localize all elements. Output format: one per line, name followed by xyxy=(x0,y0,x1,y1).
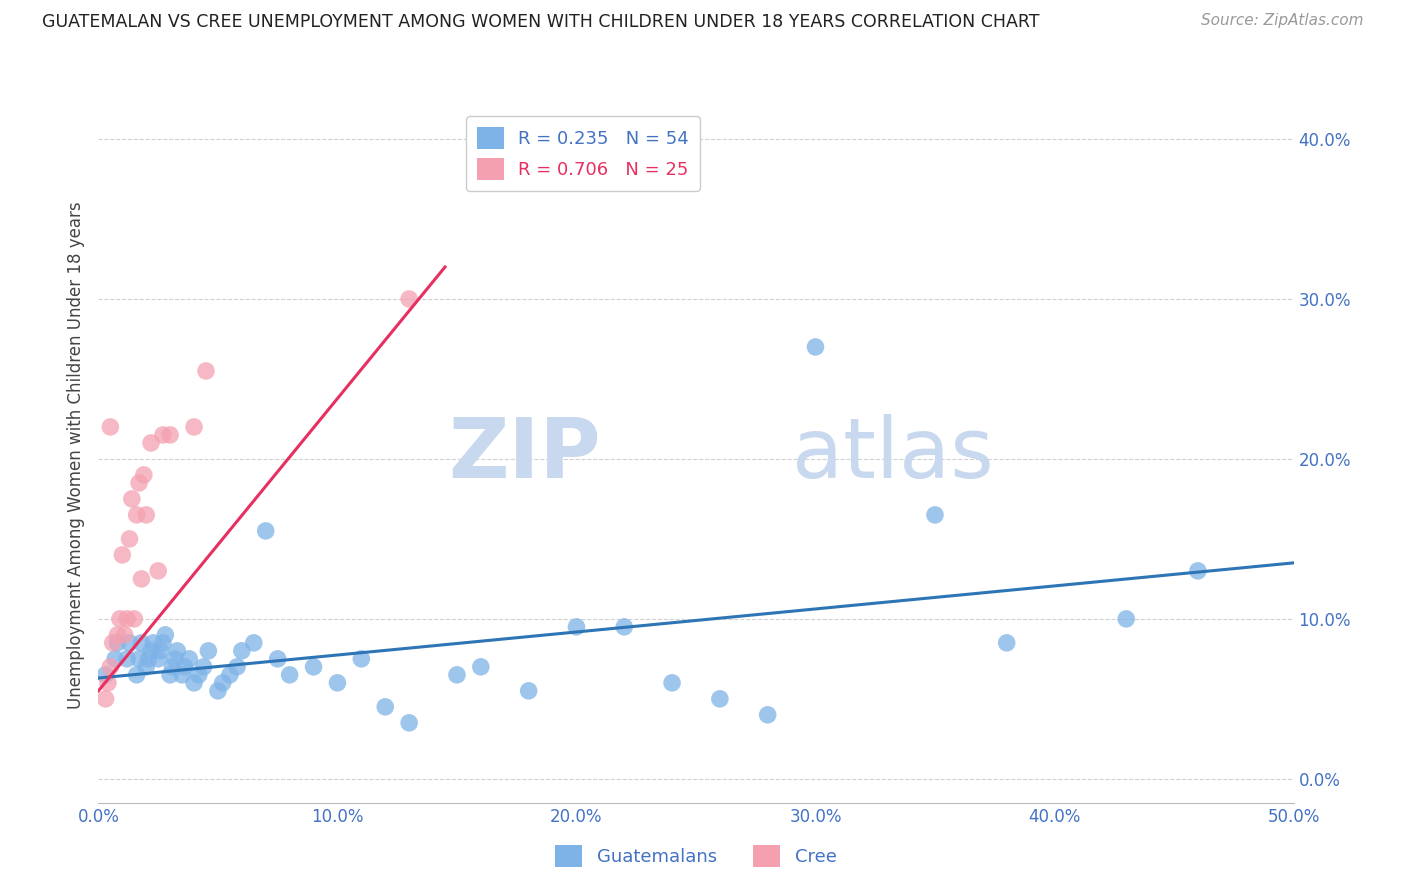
Point xyxy=(135,508,157,522)
Point xyxy=(756,707,779,722)
Point xyxy=(159,668,181,682)
Point xyxy=(101,636,124,650)
Point xyxy=(149,644,172,658)
Legend: Guatemalans, Cree: Guatemalans, Cree xyxy=(548,838,844,874)
Text: ZIP: ZIP xyxy=(449,415,600,495)
Point xyxy=(132,467,155,482)
Point xyxy=(350,652,373,666)
Point xyxy=(152,636,174,650)
Point xyxy=(111,548,134,562)
Point xyxy=(661,676,683,690)
Point xyxy=(302,660,325,674)
Point xyxy=(115,612,138,626)
Point xyxy=(166,644,188,658)
Point xyxy=(139,644,162,658)
Point xyxy=(131,636,153,650)
Point xyxy=(121,491,143,506)
Point xyxy=(125,668,148,682)
Point xyxy=(197,644,219,658)
Point xyxy=(125,508,148,522)
Point xyxy=(98,420,122,434)
Point xyxy=(219,668,242,682)
Point xyxy=(243,636,266,650)
Point xyxy=(131,572,153,586)
Point xyxy=(187,668,209,682)
Point xyxy=(517,683,540,698)
Point xyxy=(115,652,138,666)
Point xyxy=(207,683,229,698)
Point xyxy=(142,636,165,650)
Point xyxy=(183,420,205,434)
Point xyxy=(172,668,194,682)
Point xyxy=(709,691,731,706)
Y-axis label: Unemployment Among Women with Children Under 18 years: Unemployment Among Women with Children U… xyxy=(67,201,86,709)
Point xyxy=(183,676,205,690)
Point xyxy=(211,676,233,690)
Point xyxy=(98,660,122,674)
Point xyxy=(1187,564,1209,578)
Point xyxy=(173,660,195,674)
Point xyxy=(254,524,277,538)
Point xyxy=(179,652,201,666)
Point xyxy=(1115,612,1137,626)
Point xyxy=(135,660,157,674)
Point xyxy=(226,660,249,674)
Point xyxy=(804,340,827,354)
Text: atlas: atlas xyxy=(792,415,993,495)
Point xyxy=(139,436,162,450)
Point xyxy=(446,668,468,682)
Point xyxy=(148,564,170,578)
Point xyxy=(104,652,127,666)
Point xyxy=(326,676,349,690)
Point xyxy=(155,628,177,642)
Point xyxy=(107,628,129,642)
Point xyxy=(398,292,420,306)
Point xyxy=(374,699,396,714)
Point xyxy=(107,636,129,650)
Point xyxy=(118,636,141,650)
Point xyxy=(114,628,136,642)
Point xyxy=(97,676,120,690)
Point xyxy=(231,644,253,658)
Point xyxy=(162,660,184,674)
Point xyxy=(924,508,946,522)
Point xyxy=(159,428,181,442)
Text: Source: ZipAtlas.com: Source: ZipAtlas.com xyxy=(1201,13,1364,29)
Point xyxy=(194,364,218,378)
Point xyxy=(398,715,420,730)
Point xyxy=(470,660,492,674)
Point xyxy=(128,652,150,666)
Point xyxy=(565,620,588,634)
Point xyxy=(108,612,131,626)
Point xyxy=(995,636,1018,650)
Point xyxy=(124,612,146,626)
Point xyxy=(152,428,174,442)
Point xyxy=(148,652,170,666)
Point xyxy=(118,532,141,546)
Point xyxy=(278,668,301,682)
Text: GUATEMALAN VS CREE UNEMPLOYMENT AMONG WOMEN WITH CHILDREN UNDER 18 YEARS CORRELA: GUATEMALAN VS CREE UNEMPLOYMENT AMONG WO… xyxy=(42,13,1039,31)
Point xyxy=(138,652,160,666)
Point xyxy=(163,652,186,666)
Point xyxy=(94,668,117,682)
Point xyxy=(193,660,215,674)
Point xyxy=(128,475,150,490)
Point xyxy=(613,620,636,634)
Point xyxy=(94,691,117,706)
Point xyxy=(267,652,290,666)
